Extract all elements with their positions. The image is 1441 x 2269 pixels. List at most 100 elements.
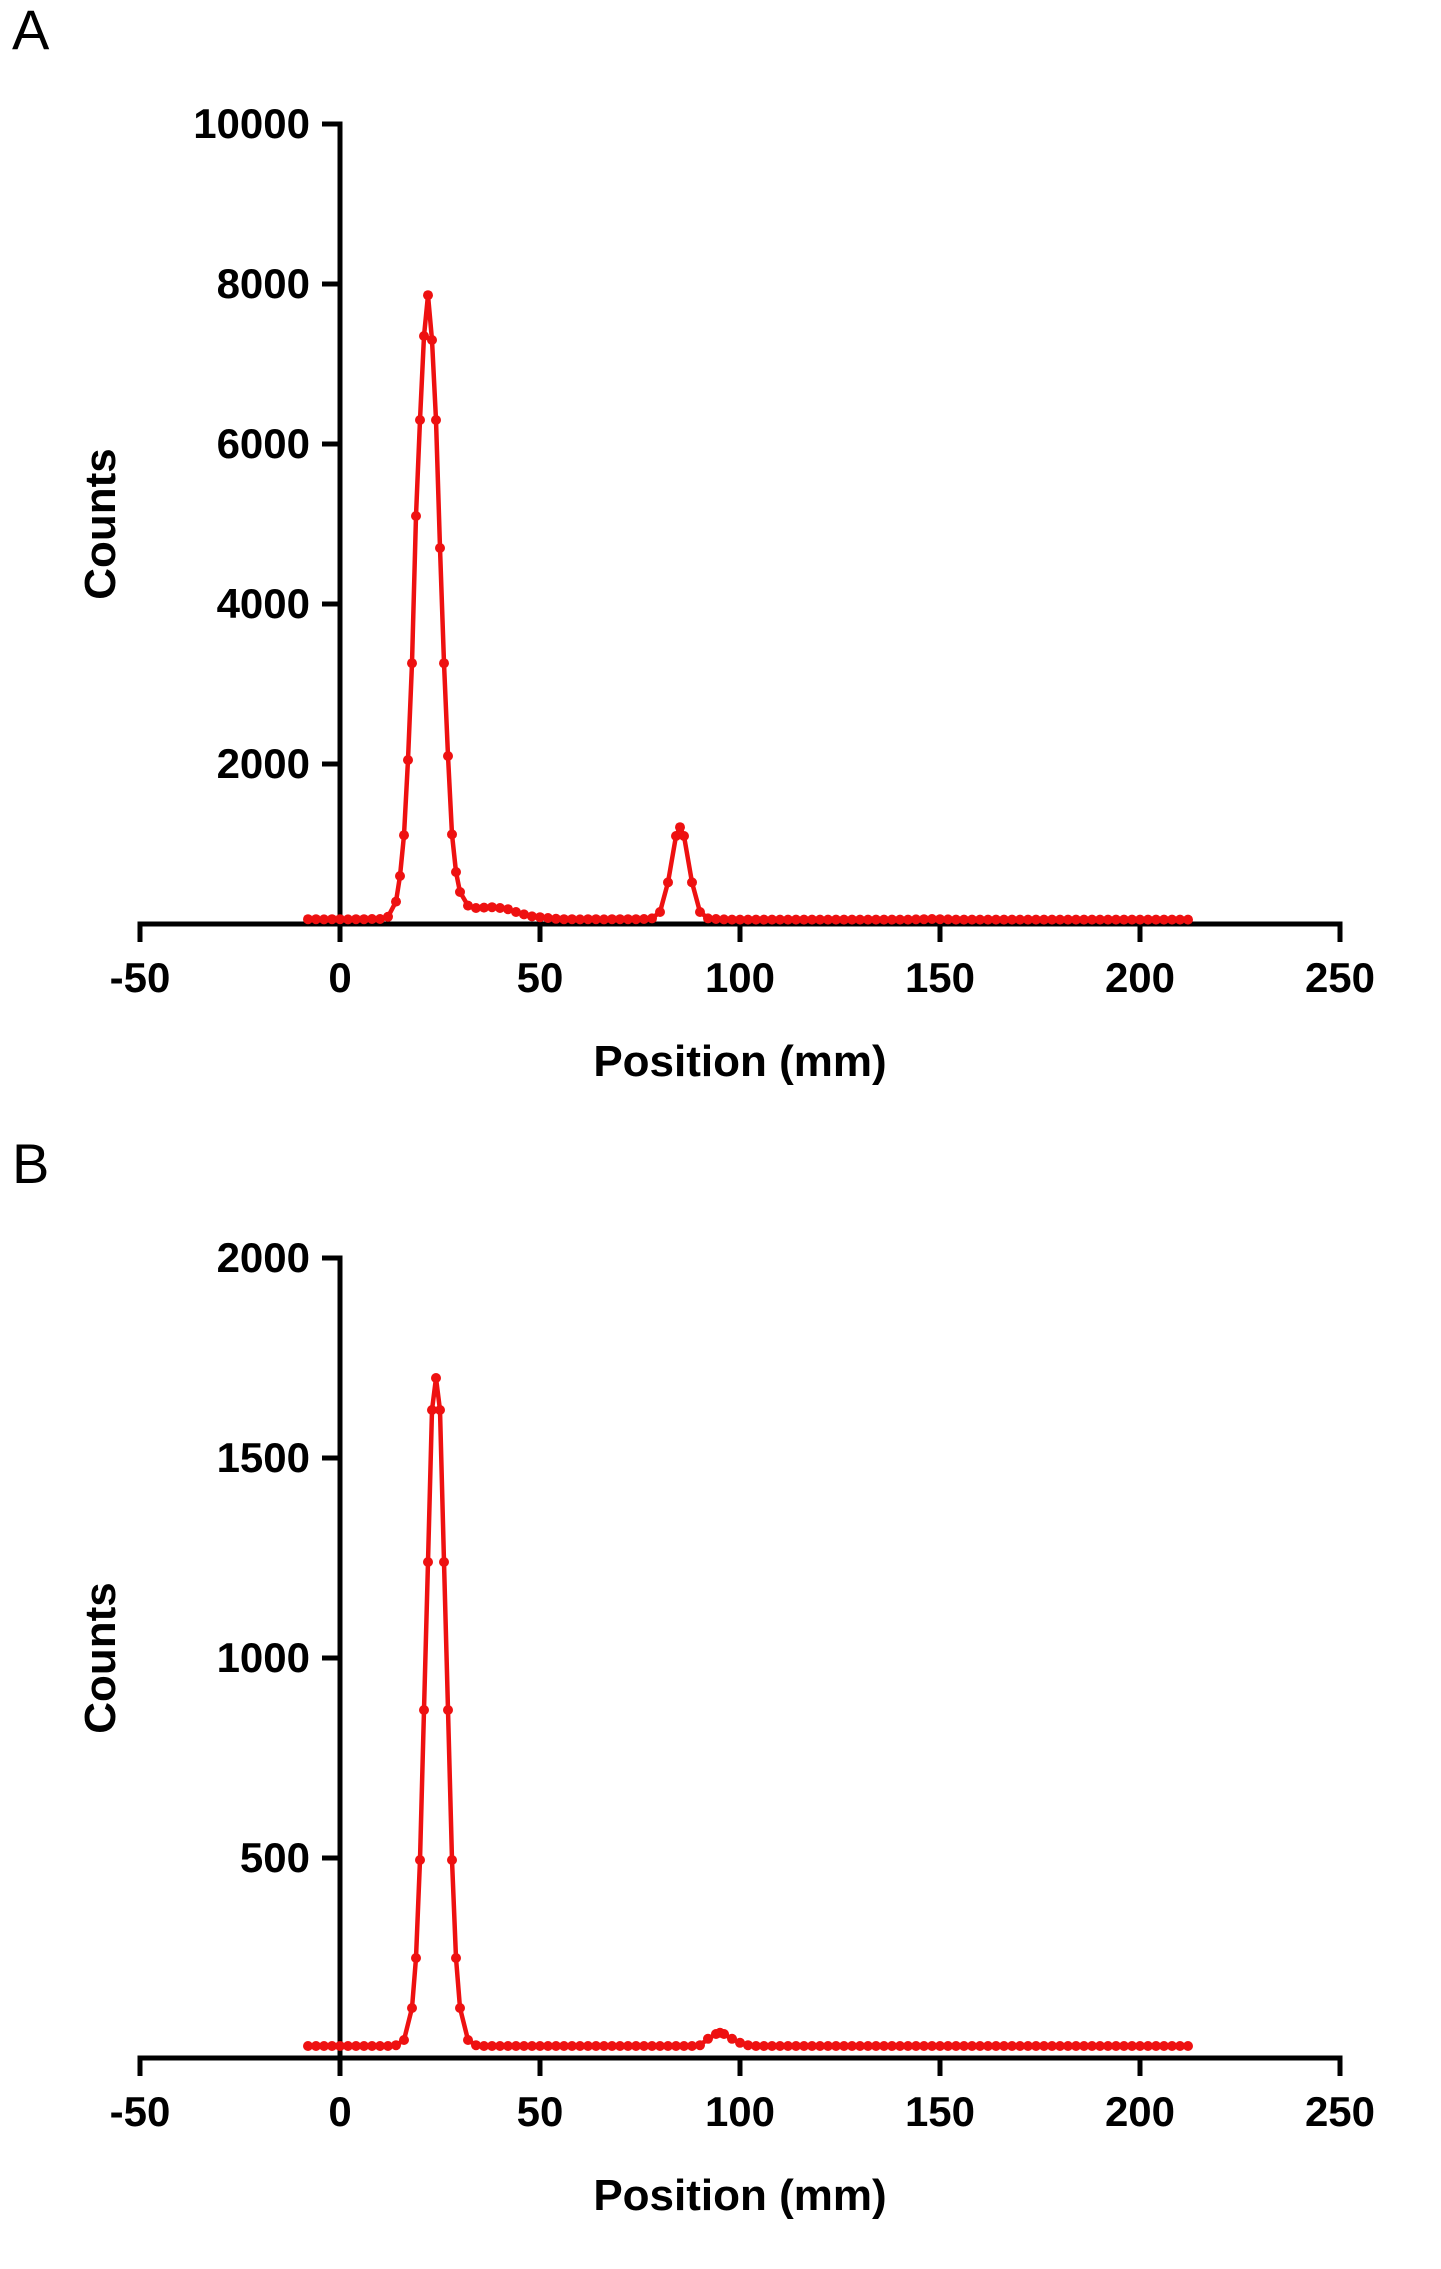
- data-point: [983, 914, 993, 925]
- data-point: [351, 2041, 361, 2051]
- data-point: [823, 914, 833, 925]
- data-point: [839, 914, 849, 925]
- data-point: [403, 755, 413, 765]
- data-point: [807, 914, 817, 925]
- data-point: [775, 914, 785, 925]
- x-tick-label: 150: [905, 2088, 975, 2135]
- data-point: [335, 914, 345, 925]
- data-point: [655, 907, 665, 917]
- data-point: [391, 896, 401, 907]
- panel-b-chart: -50 0 50 100 150 200 250 500 1000 1500 2000 Positio…: [76, 1234, 1375, 2220]
- data-point: [839, 2041, 849, 2051]
- data-point: [439, 1557, 449, 1567]
- data-point: [703, 2033, 713, 2044]
- data-point: [419, 1705, 429, 1715]
- data-point: [311, 2041, 321, 2051]
- data-point: [415, 1855, 425, 1865]
- data-point: [759, 914, 769, 925]
- data-point: [767, 2041, 777, 2051]
- data-point: [815, 914, 825, 925]
- data-point: [1111, 914, 1121, 925]
- data-point: [735, 2037, 745, 2048]
- panel-b: B -50 0 50 100 150 200 250 500 1000 1500 2000 Posit…: [0, 1134, 1441, 2268]
- data-point: [447, 829, 457, 840]
- data-point: [695, 2040, 705, 2051]
- panel-a: A -50 0 50 100 150 200 250 2000 4000 6000 8000 1000…: [0, 0, 1441, 1134]
- data-point: [415, 415, 425, 425]
- y-tick-label: 500: [240, 1834, 310, 1881]
- data-point: [319, 914, 329, 925]
- data-point: [495, 903, 505, 913]
- data-point: [791, 914, 801, 925]
- series-line: [305, 1375, 1191, 2049]
- data-points: [303, 290, 1193, 925]
- data-point: [395, 871, 405, 881]
- data-point: [967, 914, 977, 925]
- data-point: [407, 2003, 417, 2013]
- data-point: [815, 2041, 825, 2051]
- data-point: [343, 2041, 353, 2051]
- data-point: [903, 2041, 913, 2051]
- data-point: [551, 913, 561, 924]
- data-point: [1055, 914, 1065, 925]
- data-point: [383, 2041, 393, 2051]
- data-point: [911, 914, 921, 925]
- data-point: [1071, 914, 1081, 925]
- data-point: [367, 914, 377, 924]
- x-tick-label: 0: [328, 2088, 351, 2135]
- data-point: [471, 2040, 481, 2051]
- data-point: [727, 2033, 737, 2044]
- y-tick-label: 1000: [217, 1634, 310, 1681]
- data-point: [411, 1953, 421, 1963]
- data-point: [999, 914, 1009, 925]
- y-tick-label: 8000: [217, 260, 310, 307]
- data-point: [687, 2041, 697, 2051]
- data-point: [775, 2041, 785, 2051]
- data-point: [1039, 2041, 1049, 2051]
- data-point: [1031, 914, 1041, 925]
- data-point: [679, 831, 689, 841]
- data-point: [719, 914, 729, 925]
- data-point: [391, 2040, 401, 2051]
- data-point: [663, 877, 673, 888]
- data-point: [591, 914, 601, 925]
- data-point: [943, 914, 953, 925]
- data-point: [675, 822, 685, 833]
- data-point: [559, 914, 569, 925]
- x-tick-label: 250: [1305, 2088, 1375, 2135]
- data-point: [1151, 914, 1161, 925]
- y-tick-label: 2000: [217, 1234, 310, 1281]
- data-point: [327, 2041, 337, 2051]
- data-point: [623, 914, 633, 925]
- data-point: [919, 2041, 929, 2051]
- x-tick-label: -50: [110, 954, 171, 1001]
- data-point: [1143, 914, 1153, 925]
- data-point: [1063, 2041, 1073, 2051]
- data-point: [451, 867, 461, 877]
- x-axis-title: Position (mm): [593, 1037, 886, 1086]
- data-point: [847, 2041, 857, 2051]
- data-point: [327, 914, 337, 925]
- data-point: [535, 2041, 545, 2051]
- data-point: [783, 2041, 793, 2051]
- data-point: [1087, 2041, 1097, 2051]
- x-tick-label: 150: [905, 954, 975, 1001]
- data-point: [423, 1557, 433, 1567]
- data-point: [959, 914, 969, 925]
- data-point: [447, 1855, 457, 1865]
- data-point: [1047, 2041, 1057, 2051]
- data-point: [359, 914, 369, 925]
- data-point: [383, 911, 393, 922]
- panel-a-chart: -50 0 50 100 150 200 250 2000 4000 6000 8000 10000 P…: [76, 100, 1375, 1086]
- data-point: [639, 2041, 649, 2051]
- data-point: [1175, 2041, 1185, 2051]
- data-point: [1007, 914, 1017, 925]
- data-point: [375, 914, 385, 924]
- data-point: [411, 511, 421, 521]
- data-point: [791, 2041, 801, 2051]
- data-point: [1135, 914, 1145, 925]
- data-point: [1063, 914, 1073, 925]
- data-point: [1007, 2041, 1017, 2051]
- data-point: [511, 907, 521, 917]
